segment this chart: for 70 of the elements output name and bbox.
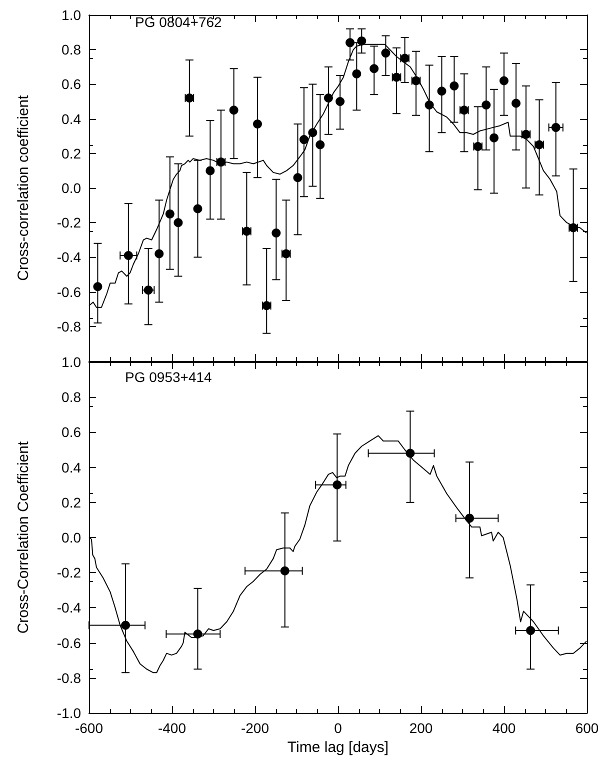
point	[512, 98, 521, 108]
y-tick-label: 0.8	[62, 389, 82, 406]
point	[144, 286, 153, 295]
point	[293, 173, 302, 182]
point	[165, 209, 174, 218]
point	[490, 133, 499, 142]
y-tick-label: -0.6	[56, 634, 82, 651]
point	[253, 119, 262, 128]
point	[174, 218, 183, 228]
y-tick-label: 1.0	[62, 7, 82, 23]
y-tick-label: -0.2	[56, 214, 82, 231]
x-tick-label: -600	[74, 720, 104, 736]
point	[465, 514, 474, 523]
y-tick-label: -1.0	[56, 705, 82, 721]
y-tick-label: 0.4	[62, 459, 82, 476]
x-tick-label: 200	[409, 720, 433, 736]
y-tick-label: 0.0	[62, 530, 82, 546]
point	[121, 620, 130, 630]
chart-title: PG 0804+762	[135, 14, 222, 30]
point	[370, 64, 379, 74]
x-tick-label: 0	[334, 720, 342, 736]
y-axis-title: Cross-Correlation Coefficient	[15, 440, 32, 634]
y-tick-label: 0.8	[62, 42, 82, 58]
point	[272, 228, 281, 238]
text: PG 0953+414	[125, 369, 212, 385]
point	[299, 135, 308, 144]
y-tick-label: 0.2	[62, 145, 82, 162]
point	[308, 128, 318, 138]
point	[357, 36, 366, 46]
y-tick-label: 0.0	[62, 180, 82, 196]
point	[500, 76, 508, 86]
point	[482, 100, 491, 110]
x-tick-label: -200	[240, 720, 270, 736]
point	[346, 38, 355, 48]
point	[206, 166, 215, 176]
y-tick-label: -0.8	[56, 670, 82, 686]
point	[526, 626, 536, 636]
y-tick-label: -0.6	[56, 284, 82, 300]
point	[324, 94, 333, 103]
point	[193, 630, 202, 639]
y-tick-label: 0.4	[62, 110, 82, 127]
y-tick-label: -0.4	[56, 600, 82, 616]
point	[193, 204, 202, 214]
point	[124, 250, 133, 260]
point	[280, 566, 290, 576]
point	[450, 81, 459, 90]
y-tick-label: 0.2	[62, 494, 82, 510]
point	[406, 448, 415, 458]
point	[229, 106, 238, 115]
y-tick-label: -0.8	[56, 318, 82, 334]
point	[381, 48, 390, 58]
y-axis-title: Cross-correlation coefficient	[15, 94, 32, 281]
point	[154, 249, 164, 258]
x-tick-label: -400	[158, 720, 186, 736]
point	[336, 97, 345, 106]
y-tick-label: -0.4	[56, 249, 82, 266]
point	[93, 282, 102, 292]
y-tick-label: 0.6	[62, 76, 82, 92]
point	[316, 140, 325, 150]
point	[352, 69, 362, 78]
point	[424, 100, 434, 110]
x-axis-title: Time lag [days]	[287, 738, 389, 756]
y-tick-label: -0.2	[56, 564, 82, 581]
y-tick-label: 0.6	[62, 424, 82, 440]
y-tick-label: 1.0	[62, 354, 82, 370]
point	[437, 86, 446, 96]
point	[551, 122, 560, 132]
x-tick-label: 600	[575, 720, 599, 736]
x-tick-label: 400	[492, 720, 516, 736]
point	[332, 480, 342, 490]
